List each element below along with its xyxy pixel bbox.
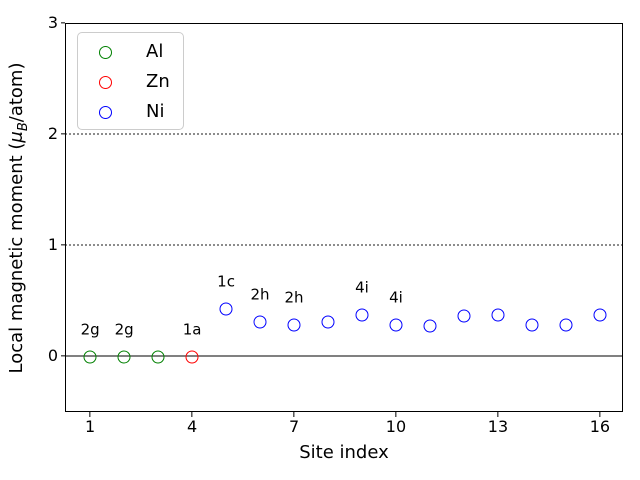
y-tick-label-3: 3 <box>47 13 58 32</box>
x-tick-label-13: 13 <box>487 417 509 436</box>
site-annotation-9: 4i <box>355 278 369 297</box>
dotted-gridline-y1 <box>65 244 623 246</box>
legend-label-ni: Ni <box>146 101 165 122</box>
x-axis-label: Site index <box>299 442 389 463</box>
x-tick-label-1: 1 <box>85 417 96 436</box>
data-point-ni-site-16 <box>593 308 607 322</box>
data-point-ni-site-14 <box>525 318 539 332</box>
y-tick-label-2: 2 <box>47 124 58 143</box>
data-point-zn-site-4 <box>185 350 199 364</box>
site-annotation-10: 4i <box>389 288 403 307</box>
y-tick-label-1: 1 <box>47 235 58 254</box>
legend-label-zn: Zn <box>146 71 170 92</box>
site-annotation-6: 2h <box>250 285 270 304</box>
data-point-ni-site-12 <box>457 309 471 323</box>
data-point-al-site-2 <box>117 350 131 364</box>
x-tick-7 <box>293 412 295 417</box>
x-tick-label-16: 16 <box>589 417 611 436</box>
x-tick-10 <box>395 412 397 417</box>
data-point-ni-site-8 <box>321 315 335 329</box>
x-tick-label-4: 4 <box>187 417 198 436</box>
x-tick-13 <box>497 412 499 417</box>
y-axis-label-suffix: /atom) <box>6 62 28 123</box>
x-tick-label-10: 10 <box>385 417 407 436</box>
site-annotation-7: 2h <box>284 288 304 307</box>
data-point-ni-site-9 <box>355 308 369 322</box>
legend-marker-zn-icon <box>99 75 112 89</box>
site-annotation-1: 2g <box>80 320 100 339</box>
legend-label-al: Al <box>146 41 164 62</box>
legend-marker-ni-icon <box>99 105 112 119</box>
legend-item-zn: Zn <box>78 67 183 97</box>
x-tick-1 <box>89 412 91 417</box>
dotted-gridline-y2 <box>65 133 623 135</box>
data-point-ni-site-15 <box>559 318 573 332</box>
y-tick-3 <box>60 22 65 24</box>
y-axis-label: Local magnetic moment (μB/atom) <box>6 63 34 374</box>
y-tick-0 <box>60 355 65 357</box>
data-point-ni-site-6 <box>253 315 267 329</box>
site-annotation-4: 1a <box>182 320 202 339</box>
data-point-ni-site-13 <box>491 308 505 322</box>
data-point-ni-site-11 <box>423 319 437 333</box>
data-point-al-site-1 <box>83 350 97 364</box>
site-annotation-2: 2g <box>114 320 134 339</box>
data-point-ni-site-7 <box>287 318 301 332</box>
legend-marker-al-icon <box>99 45 112 59</box>
legend: Al Zn Ni <box>77 32 184 130</box>
site-annotation-5: 1c <box>217 272 235 291</box>
legend-item-ni: Ni <box>78 97 183 127</box>
legend-item-al: Al <box>78 37 183 67</box>
x-tick-label-7: 7 <box>288 417 300 436</box>
data-point-ni-site-5 <box>219 302 233 316</box>
x-tick-4 <box>191 412 193 417</box>
zero-line <box>65 355 623 357</box>
y-tick-label-0: 0 <box>47 346 58 365</box>
x-tick-16 <box>599 412 601 417</box>
data-point-ni-site-10 <box>389 318 403 332</box>
y-tick-2 <box>60 133 65 135</box>
data-point-al-site-3 <box>151 350 165 364</box>
y-tick-1 <box>60 244 65 246</box>
y-axis-label-prefix: Local magnetic moment ( <box>6 142 28 374</box>
